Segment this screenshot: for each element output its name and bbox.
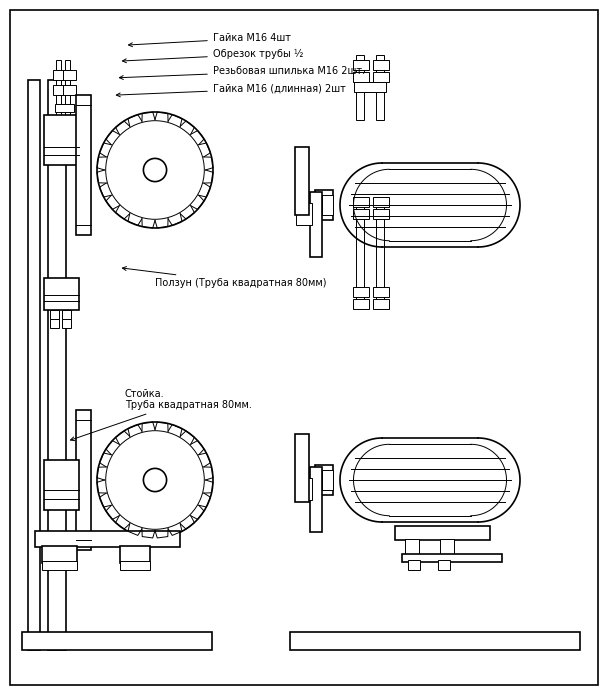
Bar — [438, 560, 450, 570]
Bar — [44, 115, 79, 165]
Bar — [50, 319, 59, 328]
Bar — [354, 82, 386, 92]
Bar — [290, 632, 580, 650]
Bar — [76, 410, 91, 550]
Bar — [35, 531, 180, 547]
Bar — [356, 55, 364, 120]
Bar — [373, 209, 389, 219]
Bar — [315, 190, 333, 220]
Bar — [44, 460, 79, 510]
Bar — [408, 560, 420, 570]
Bar — [44, 278, 79, 310]
Bar — [353, 197, 369, 207]
Text: Стойка.
Труба квадратная 80мм.: Стойка. Труба квадратная 80мм. — [71, 389, 252, 441]
Bar — [315, 465, 333, 495]
Bar — [376, 55, 384, 120]
Bar — [373, 197, 389, 207]
Bar — [402, 554, 502, 562]
Text: Ползун (Труба квадратная 80мм): Ползун (Труба квадратная 80мм) — [122, 267, 326, 288]
Bar — [65, 60, 70, 120]
Bar — [56, 60, 61, 120]
Bar — [295, 147, 309, 215]
Bar — [310, 192, 322, 257]
Bar — [310, 467, 322, 532]
Bar — [55, 104, 74, 112]
Bar — [50, 310, 59, 319]
Bar — [322, 195, 333, 215]
Bar — [295, 434, 309, 502]
Bar — [63, 70, 76, 80]
Text: Обрезок трубы ½: Обрезок трубы ½ — [122, 49, 303, 63]
Bar — [62, 310, 71, 319]
Bar — [120, 546, 150, 563]
Bar — [62, 319, 71, 328]
Bar — [76, 95, 91, 235]
Bar — [440, 539, 454, 557]
Bar — [48, 80, 66, 650]
Text: Гайка М16 4шт: Гайка М16 4шт — [128, 33, 291, 47]
Text: Резьбовая шпилька М16 2шт.: Резьбовая шпилька М16 2шт. — [119, 66, 365, 79]
Bar — [296, 478, 312, 500]
Bar — [373, 72, 389, 82]
Bar — [322, 470, 333, 490]
Bar — [373, 287, 389, 297]
Bar — [63, 85, 76, 95]
Bar — [376, 205, 384, 305]
Bar — [353, 72, 369, 82]
Bar — [353, 60, 369, 70]
Bar — [405, 539, 419, 557]
Bar — [373, 60, 389, 70]
Bar — [353, 287, 369, 297]
Bar — [42, 546, 77, 563]
Bar — [395, 526, 490, 540]
Bar — [120, 561, 150, 570]
Bar — [28, 80, 40, 650]
Bar — [373, 299, 389, 309]
Bar — [296, 203, 312, 225]
Bar — [356, 205, 364, 305]
Bar — [42, 561, 77, 570]
Bar — [353, 299, 369, 309]
Bar — [53, 85, 66, 95]
Text: Гайка М16 (длинная) 2шт: Гайка М16 (длинная) 2шт — [116, 83, 346, 97]
Bar — [22, 632, 212, 650]
Bar — [53, 70, 66, 80]
Bar — [353, 209, 369, 219]
